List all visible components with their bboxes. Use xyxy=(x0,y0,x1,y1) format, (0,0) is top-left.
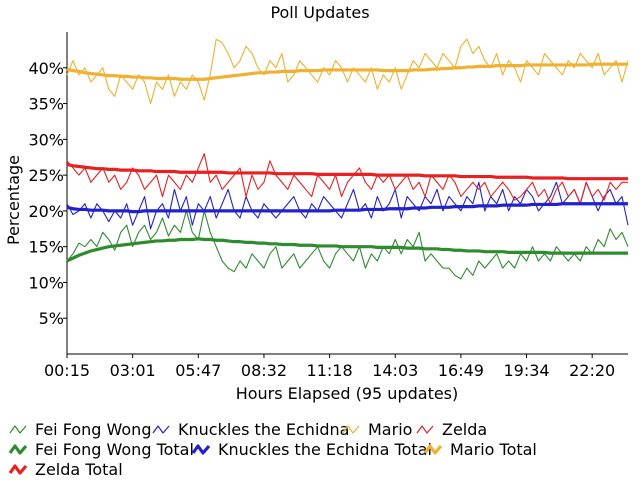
x-tick-label-0: 00:15 xyxy=(44,361,90,380)
y-tick-label-25: 25% xyxy=(28,166,64,185)
legend-swatch-knuckles-the-echidna-total xyxy=(191,444,211,455)
series-line-mario xyxy=(66,38,629,105)
y-tick-label-5: 5% xyxy=(39,309,64,328)
x-tick-label-4: 11:18 xyxy=(307,361,353,380)
y-tick-label-10: 10% xyxy=(28,273,64,292)
legend-swatch-knuckles-the-echidna xyxy=(152,425,170,434)
y-tick-label-20: 20% xyxy=(28,202,64,221)
legend-swatch-fei-fong-wong xyxy=(9,425,27,434)
legend-swatch-mario-total xyxy=(423,444,443,455)
series-line-fei-fong-wong-total xyxy=(66,237,628,263)
x-tick-label-5: 14:03 xyxy=(372,361,418,380)
legend-label-mario-total: Mario Total xyxy=(450,440,537,459)
series-line-fei-fong-wong xyxy=(66,210,629,280)
plot-area: 5% 10% 15% 20% 25% 30% 35% 40% 00:15 03:01 05:47 08… xyxy=(28,32,629,380)
x-tick-label-6: 16:49 xyxy=(438,361,484,380)
x-tick-label-1: 03:01 xyxy=(110,361,156,380)
legend-label-knuckles-the-echidna: Knuckles the Echidna xyxy=(178,420,349,439)
x-tick-label-8: 22:20 xyxy=(569,361,615,380)
x-tick-label-7: 19:34 xyxy=(503,361,549,380)
chart-title: Poll Updates xyxy=(270,3,369,22)
legend-swatch-zelda-total xyxy=(8,464,28,475)
y-tick-label-15: 15% xyxy=(28,238,64,257)
y-axis-title: Percentage xyxy=(4,155,23,245)
legend-label-fei-fong-wong: Fei Fong Wong xyxy=(35,420,151,439)
legend-label-zelda-total: Zelda Total xyxy=(35,460,123,479)
legend-label-mario: Mario xyxy=(368,420,412,439)
y-tick-label-40: 40% xyxy=(28,59,64,78)
legend-swatch-fei-fong-wong-total xyxy=(8,444,28,455)
y-tick-label-35: 35% xyxy=(28,95,64,114)
legend-label-zelda: Zelda xyxy=(442,420,487,439)
x-axis-title: Hours Elapsed (95 updates) xyxy=(236,384,459,403)
series-line-knuckles-the-echidna xyxy=(66,181,629,230)
series-line-zelda-total xyxy=(66,162,628,181)
series-line-zelda xyxy=(66,153,628,205)
legend: Fei Fong Wong Knuckles the Echidna Mario Ze… xyxy=(8,420,537,479)
series-line-knuckles-the-echidna-total xyxy=(66,202,628,214)
x-tick-label-3: 08:32 xyxy=(241,361,287,380)
legend-swatch-mario xyxy=(342,425,360,434)
y-tick-label-30: 30% xyxy=(28,130,64,149)
legend-label-knuckles-the-echidna-total: Knuckles the Echidna Total xyxy=(218,440,432,459)
series-line-mario-total xyxy=(66,62,628,81)
legend-swatch-zelda xyxy=(416,425,434,434)
legend-label-fei-fong-wong-total: Fei Fong Wong Total xyxy=(35,440,194,459)
x-tick-label-2: 05:47 xyxy=(175,361,221,380)
